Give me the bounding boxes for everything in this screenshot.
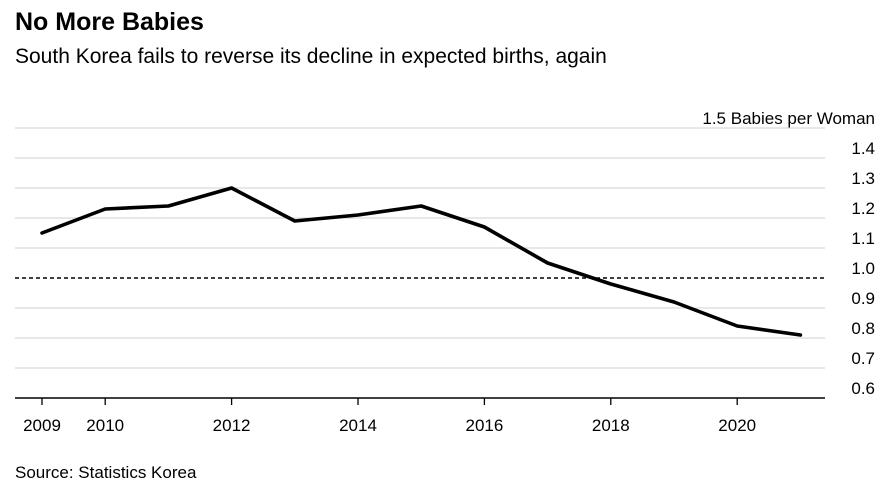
y-tick-label: 1.0: [851, 259, 875, 278]
x-tick-label: 2012: [213, 416, 251, 435]
data-point: [482, 225, 486, 229]
data-point: [735, 324, 739, 328]
x-axis: [15, 397, 825, 405]
x-tick-label: 2009: [23, 416, 61, 435]
source-note: Source: Statistics Korea: [15, 463, 197, 482]
x-tick-label: 2014: [339, 416, 377, 435]
data-point: [166, 204, 170, 208]
y-tick-label: 0.7: [851, 349, 875, 368]
chart-subtitle: South Korea fails to reverse its decline…: [15, 45, 607, 68]
y-tick-label: 1.3: [851, 169, 875, 188]
y-tick-label: 0.8: [851, 319, 875, 338]
y-tick-label: 0.9: [851, 289, 875, 308]
data-point: [609, 282, 613, 286]
x-tick-label: 2010: [86, 416, 124, 435]
data-point: [672, 300, 676, 304]
data-point: [230, 186, 234, 190]
x-tick-label: 2020: [718, 416, 756, 435]
x-axis-labels: 2009 2010 2012 2014 2016 2018 2020: [23, 416, 756, 435]
chart-title: No More Babies: [15, 8, 204, 36]
data-point: [40, 231, 44, 235]
data-point: [798, 333, 802, 337]
y-tick-label: 1.2: [851, 199, 875, 218]
y-axis-labels: 0.6 0.7 0.8 0.9 1.0 1.1 1.2 1.3 1.4 1.5 Babies pe…: [702, 109, 875, 398]
y-tick-label: 1.1: [851, 229, 875, 248]
series-line: [40, 186, 803, 337]
data-point: [546, 261, 550, 265]
gridlines: [15, 127, 825, 369]
data-point: [419, 204, 423, 208]
x-tick-label: 2016: [465, 416, 503, 435]
y-tick-label: 1.5 Babies per Woman: [702, 109, 875, 128]
data-point: [103, 207, 107, 211]
data-point: [293, 219, 297, 223]
x-tick-label: 2018: [592, 416, 630, 435]
data-point: [356, 213, 360, 217]
y-tick-label: 1.4: [851, 139, 875, 158]
series-group: [40, 186, 803, 337]
y-tick-label: 0.6: [851, 379, 875, 398]
